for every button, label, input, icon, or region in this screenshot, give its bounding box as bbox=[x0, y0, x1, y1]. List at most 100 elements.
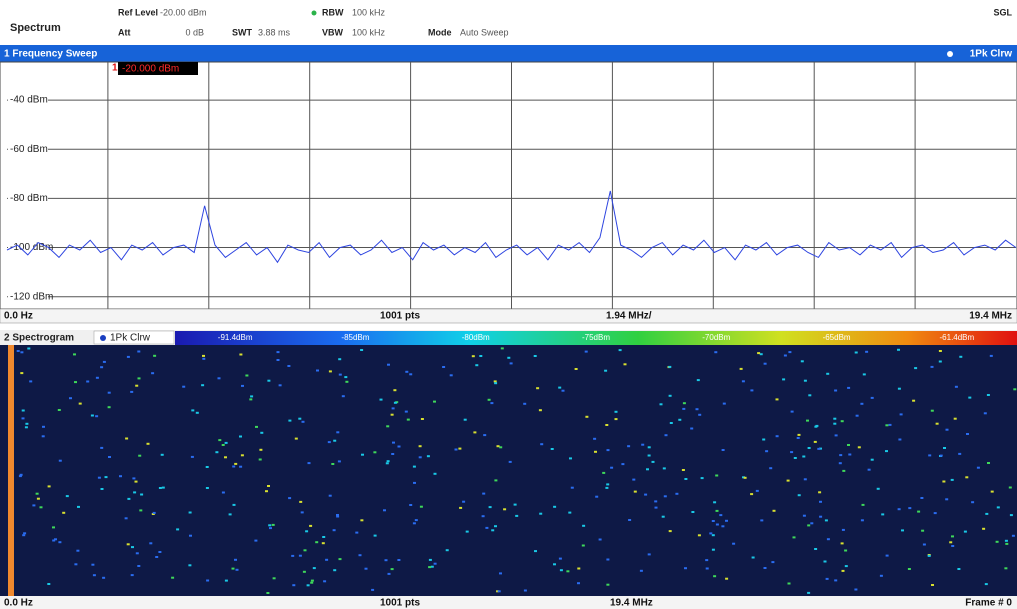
spectrogram-dot bbox=[835, 434, 838, 436]
spectrogram-dot bbox=[288, 497, 291, 499]
spectrogram-dot bbox=[135, 481, 138, 483]
spectrogram-dot bbox=[140, 494, 143, 496]
spectrogram-dot bbox=[664, 495, 667, 497]
spectrogram-dot bbox=[819, 501, 822, 503]
spectrogram-dot bbox=[945, 498, 948, 500]
spectrogram-dot bbox=[333, 569, 336, 571]
spectrogram-dot bbox=[957, 568, 960, 570]
spectrogram-dot bbox=[776, 435, 779, 437]
spectrogram-dot bbox=[202, 355, 205, 357]
spectrogram-dot bbox=[794, 457, 797, 459]
spectrogram-dot bbox=[804, 380, 807, 382]
spectrogram-dot bbox=[298, 418, 301, 420]
spectrogram-dot bbox=[648, 553, 651, 555]
colorbar-label: -80dBm bbox=[462, 333, 490, 342]
spectrogram-dot bbox=[387, 364, 390, 366]
spectrogram-dot bbox=[323, 580, 326, 582]
spectrogram-dot bbox=[491, 529, 494, 531]
spectrogram-dot bbox=[765, 450, 768, 452]
spectrogram-dot bbox=[136, 552, 139, 554]
spectrogram-dot bbox=[863, 373, 866, 375]
spectrogram-points: 1001 pts bbox=[380, 598, 420, 609]
spectrogram-dot bbox=[923, 544, 926, 546]
spectrogram-dot bbox=[719, 514, 722, 516]
rbw-indicator bbox=[312, 11, 317, 16]
y-tick-label: -60 dBm bbox=[10, 144, 48, 155]
spectrogram-dot bbox=[790, 451, 793, 453]
spectrogram-dot bbox=[757, 352, 760, 354]
spectrogram-dot bbox=[176, 528, 179, 530]
spectrogram-dot bbox=[627, 445, 630, 447]
spectrogram-dot bbox=[914, 367, 917, 369]
spectrogram-dot bbox=[670, 422, 673, 424]
spectrogram-dot bbox=[409, 373, 412, 375]
spectrogram-dot bbox=[315, 541, 318, 543]
spectrogram-dot bbox=[299, 555, 302, 557]
spectrogram-dot bbox=[464, 419, 467, 421]
spectrogram-dot bbox=[25, 426, 28, 428]
spectrogram-dot bbox=[225, 580, 228, 582]
spectrogram-dot bbox=[488, 399, 491, 401]
spectrogram-dot bbox=[155, 556, 158, 558]
spectrogram-dot bbox=[313, 567, 316, 569]
spectrogram-dot bbox=[137, 565, 140, 567]
spectrogram-dot bbox=[760, 353, 763, 355]
spectrogram-dot bbox=[841, 542, 844, 544]
spectrogram-dot bbox=[553, 563, 556, 565]
spectrogram-dot bbox=[102, 577, 105, 579]
spectrogram-dot bbox=[130, 391, 133, 393]
spectrogram-dot bbox=[442, 366, 445, 368]
spectrogram-dot bbox=[801, 360, 804, 362]
spectrogram-dot bbox=[450, 374, 453, 376]
spectrogram-dot bbox=[147, 443, 150, 445]
spectrogram-dot bbox=[162, 487, 165, 489]
spectrogram-trace: 1Pk Clrw bbox=[110, 333, 151, 344]
spectrogram-dot bbox=[29, 380, 32, 382]
spectrogram-dot bbox=[201, 384, 204, 386]
spectrogram-dot bbox=[750, 493, 753, 495]
spectrogram-dot bbox=[776, 398, 779, 400]
spectrogram-dot bbox=[847, 387, 850, 389]
spectrogram-dot bbox=[108, 456, 111, 458]
spectrogram-dot bbox=[224, 456, 227, 458]
points-label: 1001 pts bbox=[380, 311, 420, 322]
spectrogram-dot bbox=[752, 557, 755, 559]
spectrogram-dot bbox=[971, 501, 974, 503]
spectrogram-dot bbox=[824, 561, 827, 563]
spectrogram-dot bbox=[817, 448, 820, 450]
spectrogram-dot bbox=[434, 563, 437, 565]
spectrogram-dot bbox=[66, 495, 69, 497]
spectrogram-dot bbox=[606, 483, 609, 485]
colorbar-label: -91.4dBm bbox=[218, 333, 253, 342]
spectrogram-dot bbox=[771, 561, 774, 563]
spectrogram-dot bbox=[898, 388, 901, 390]
spectrogram-dot bbox=[299, 501, 302, 503]
spectrogram-dot bbox=[482, 515, 485, 517]
spectrogram-dot bbox=[714, 351, 717, 353]
spectrogram-dot bbox=[985, 513, 988, 515]
spectrogram-dot bbox=[940, 455, 943, 457]
spectrogram-dot bbox=[615, 411, 618, 413]
spectrogram-dot bbox=[865, 351, 868, 353]
spectrogram-dot bbox=[42, 426, 45, 428]
spectrogram-dot bbox=[740, 368, 743, 370]
analyzer-screen: Spectrum Ref Level -20.00 dBm Att 0 dB S… bbox=[0, 0, 1017, 609]
spectrogram-dot bbox=[793, 536, 796, 538]
spectrogram-dot bbox=[359, 554, 362, 556]
spectrogram-dot bbox=[499, 572, 502, 574]
spectrogram-dot bbox=[336, 514, 339, 516]
spectrogram-dot bbox=[939, 350, 942, 352]
spectrogram-dot bbox=[886, 555, 889, 557]
spectrogram-dot bbox=[908, 568, 911, 570]
spectrogram-dot bbox=[149, 542, 152, 544]
spectrogram-dot bbox=[419, 445, 422, 447]
spectrogram-dot bbox=[127, 356, 130, 358]
spectrogram-dot bbox=[131, 574, 134, 576]
spectrogram-dot bbox=[553, 506, 556, 508]
spectrogram-dot bbox=[206, 466, 209, 468]
mode-label: Mode bbox=[428, 27, 452, 37]
spectrogram-dot bbox=[74, 381, 77, 383]
spectrogram-dot bbox=[764, 363, 767, 365]
spectrogram-dot bbox=[405, 371, 408, 373]
spectrogram-dot bbox=[125, 517, 128, 519]
